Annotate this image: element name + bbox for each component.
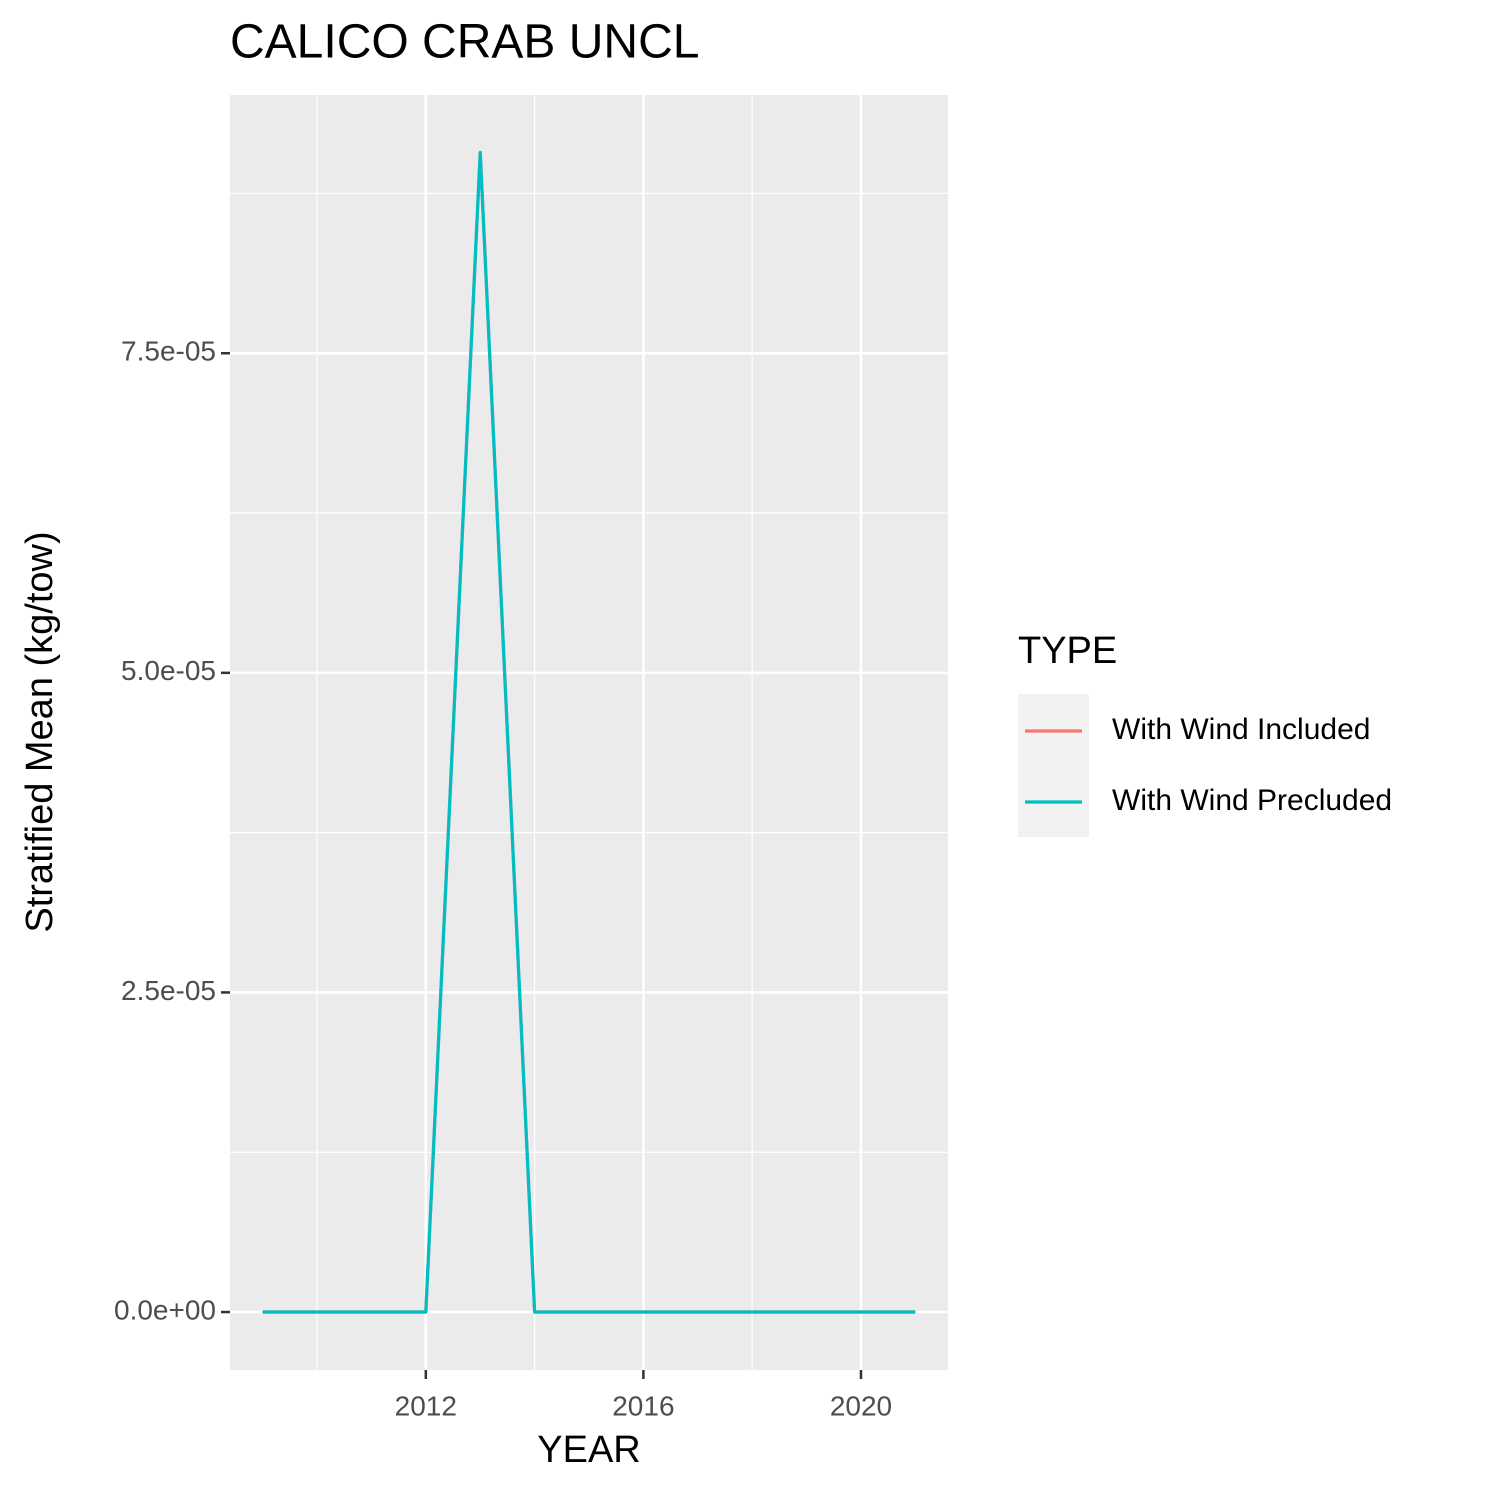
legend-title: TYPE (1018, 630, 1117, 672)
y-axis-label: Stratified Mean (kg/tow) (19, 531, 61, 932)
x-tick-label: 2012 (395, 1390, 457, 1421)
legend-label: With Wind Precluded (1112, 784, 1392, 817)
y-tick-label: 2.5e-05 (121, 975, 216, 1006)
x-axis-label: YEAR (537, 1429, 640, 1471)
x-tick-label: 2020 (830, 1390, 892, 1421)
chart-title: CALICO CRAB UNCL (230, 16, 699, 69)
legend-label: With Wind Included (1112, 713, 1370, 746)
y-tick-label: 5.0e-05 (121, 655, 216, 686)
x-tick-label: 2016 (612, 1390, 674, 1421)
legend-key-background (1018, 694, 1089, 837)
y-tick-label: 7.5e-05 (121, 336, 216, 367)
plot-panel (230, 95, 948, 1370)
series-line (262, 150, 916, 1314)
y-tick-label: 0.0e+00 (114, 1294, 216, 1325)
